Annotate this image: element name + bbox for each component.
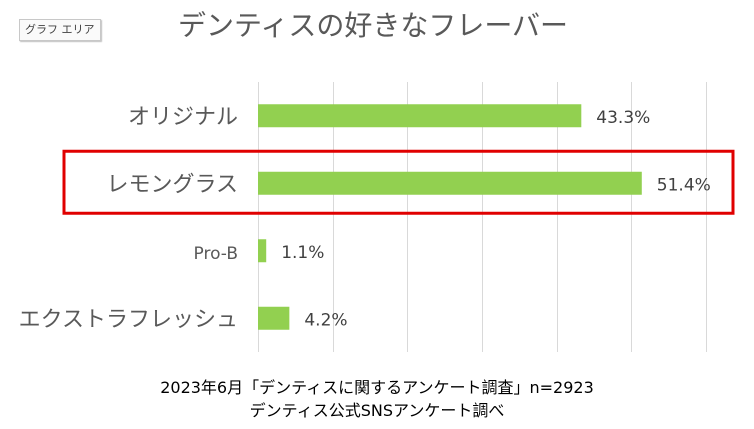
highlight: [62, 149, 735, 215]
category-label: オリジナル: [128, 105, 238, 130]
bar: [258, 306, 290, 330]
chart-area-label[interactable]: グラフ エリア: [19, 19, 101, 41]
category-label: エクストラフレッシュ: [19, 307, 238, 332]
chart-title: デンティスの好きなフレーバー: [178, 9, 569, 42]
highlight-box: [62, 149, 735, 215]
bar: [258, 239, 267, 263]
data-label: 1.1%: [281, 243, 324, 263]
data-label: 51.4%: [657, 175, 711, 195]
category-label: Pro-B: [194, 244, 238, 264]
data-label: 4.2%: [304, 310, 347, 330]
footer-source: デンティス公式SNSアンケート調べ: [249, 401, 505, 420]
footer-survey-note: 2023年6月「デンティスに関するアンケート調査」n=2923: [160, 378, 594, 397]
bar: [258, 104, 582, 128]
bar: [258, 171, 642, 195]
data-label: 43.3%: [596, 108, 650, 128]
data-labels: 43.3% 51.4% 1.1% 4.2%: [281, 108, 711, 331]
category-label: レモングラス: [106, 172, 238, 197]
bars: [258, 104, 642, 330]
